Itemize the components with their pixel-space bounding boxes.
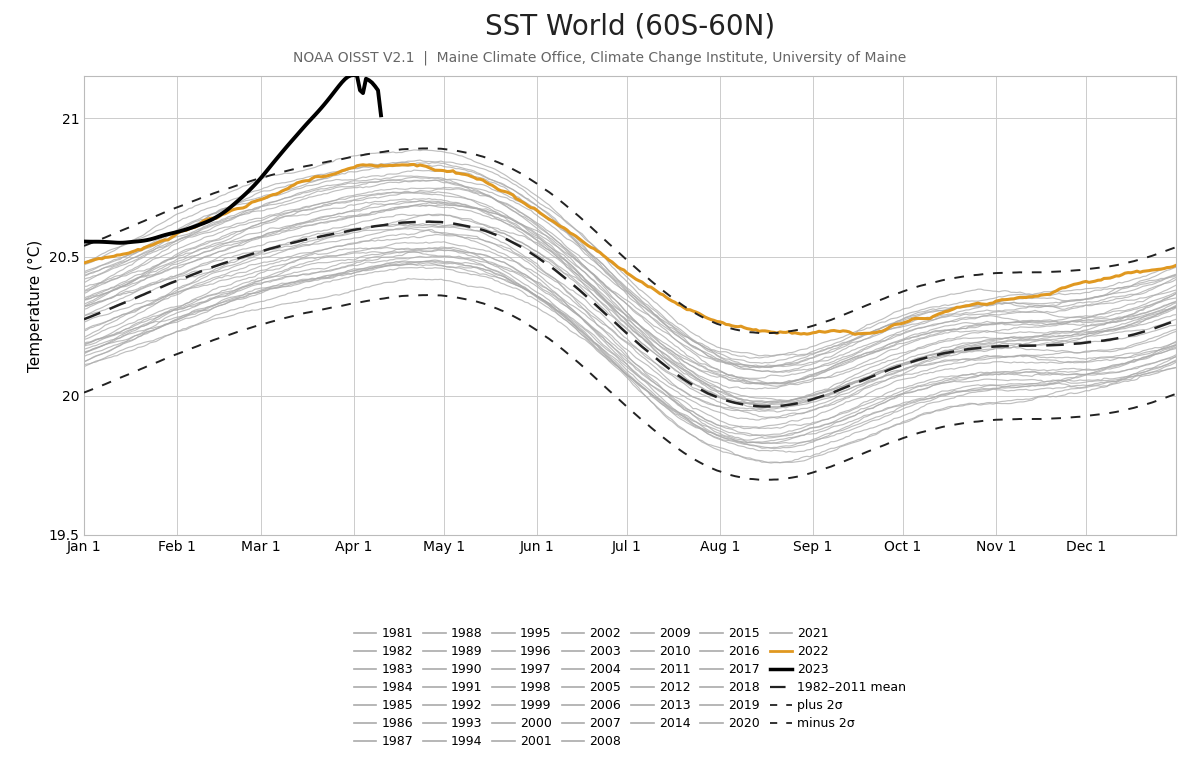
Text: NOAA OISST V2.1  |  Maine Climate Office, Climate Change Institute, University o: NOAA OISST V2.1 | Maine Climate Office, …	[293, 50, 907, 64]
Title: SST World (60S-60N): SST World (60S-60N)	[485, 13, 775, 40]
Legend: 1981, 1982, 1983, 1984, 1985, 1986, 1987, 1988, 1989, 1990, 1991, 1992, 1993, 19: 1981, 1982, 1983, 1984, 1985, 1986, 1987…	[350, 623, 910, 752]
Y-axis label: Temperature (°C): Temperature (°C)	[28, 239, 43, 372]
